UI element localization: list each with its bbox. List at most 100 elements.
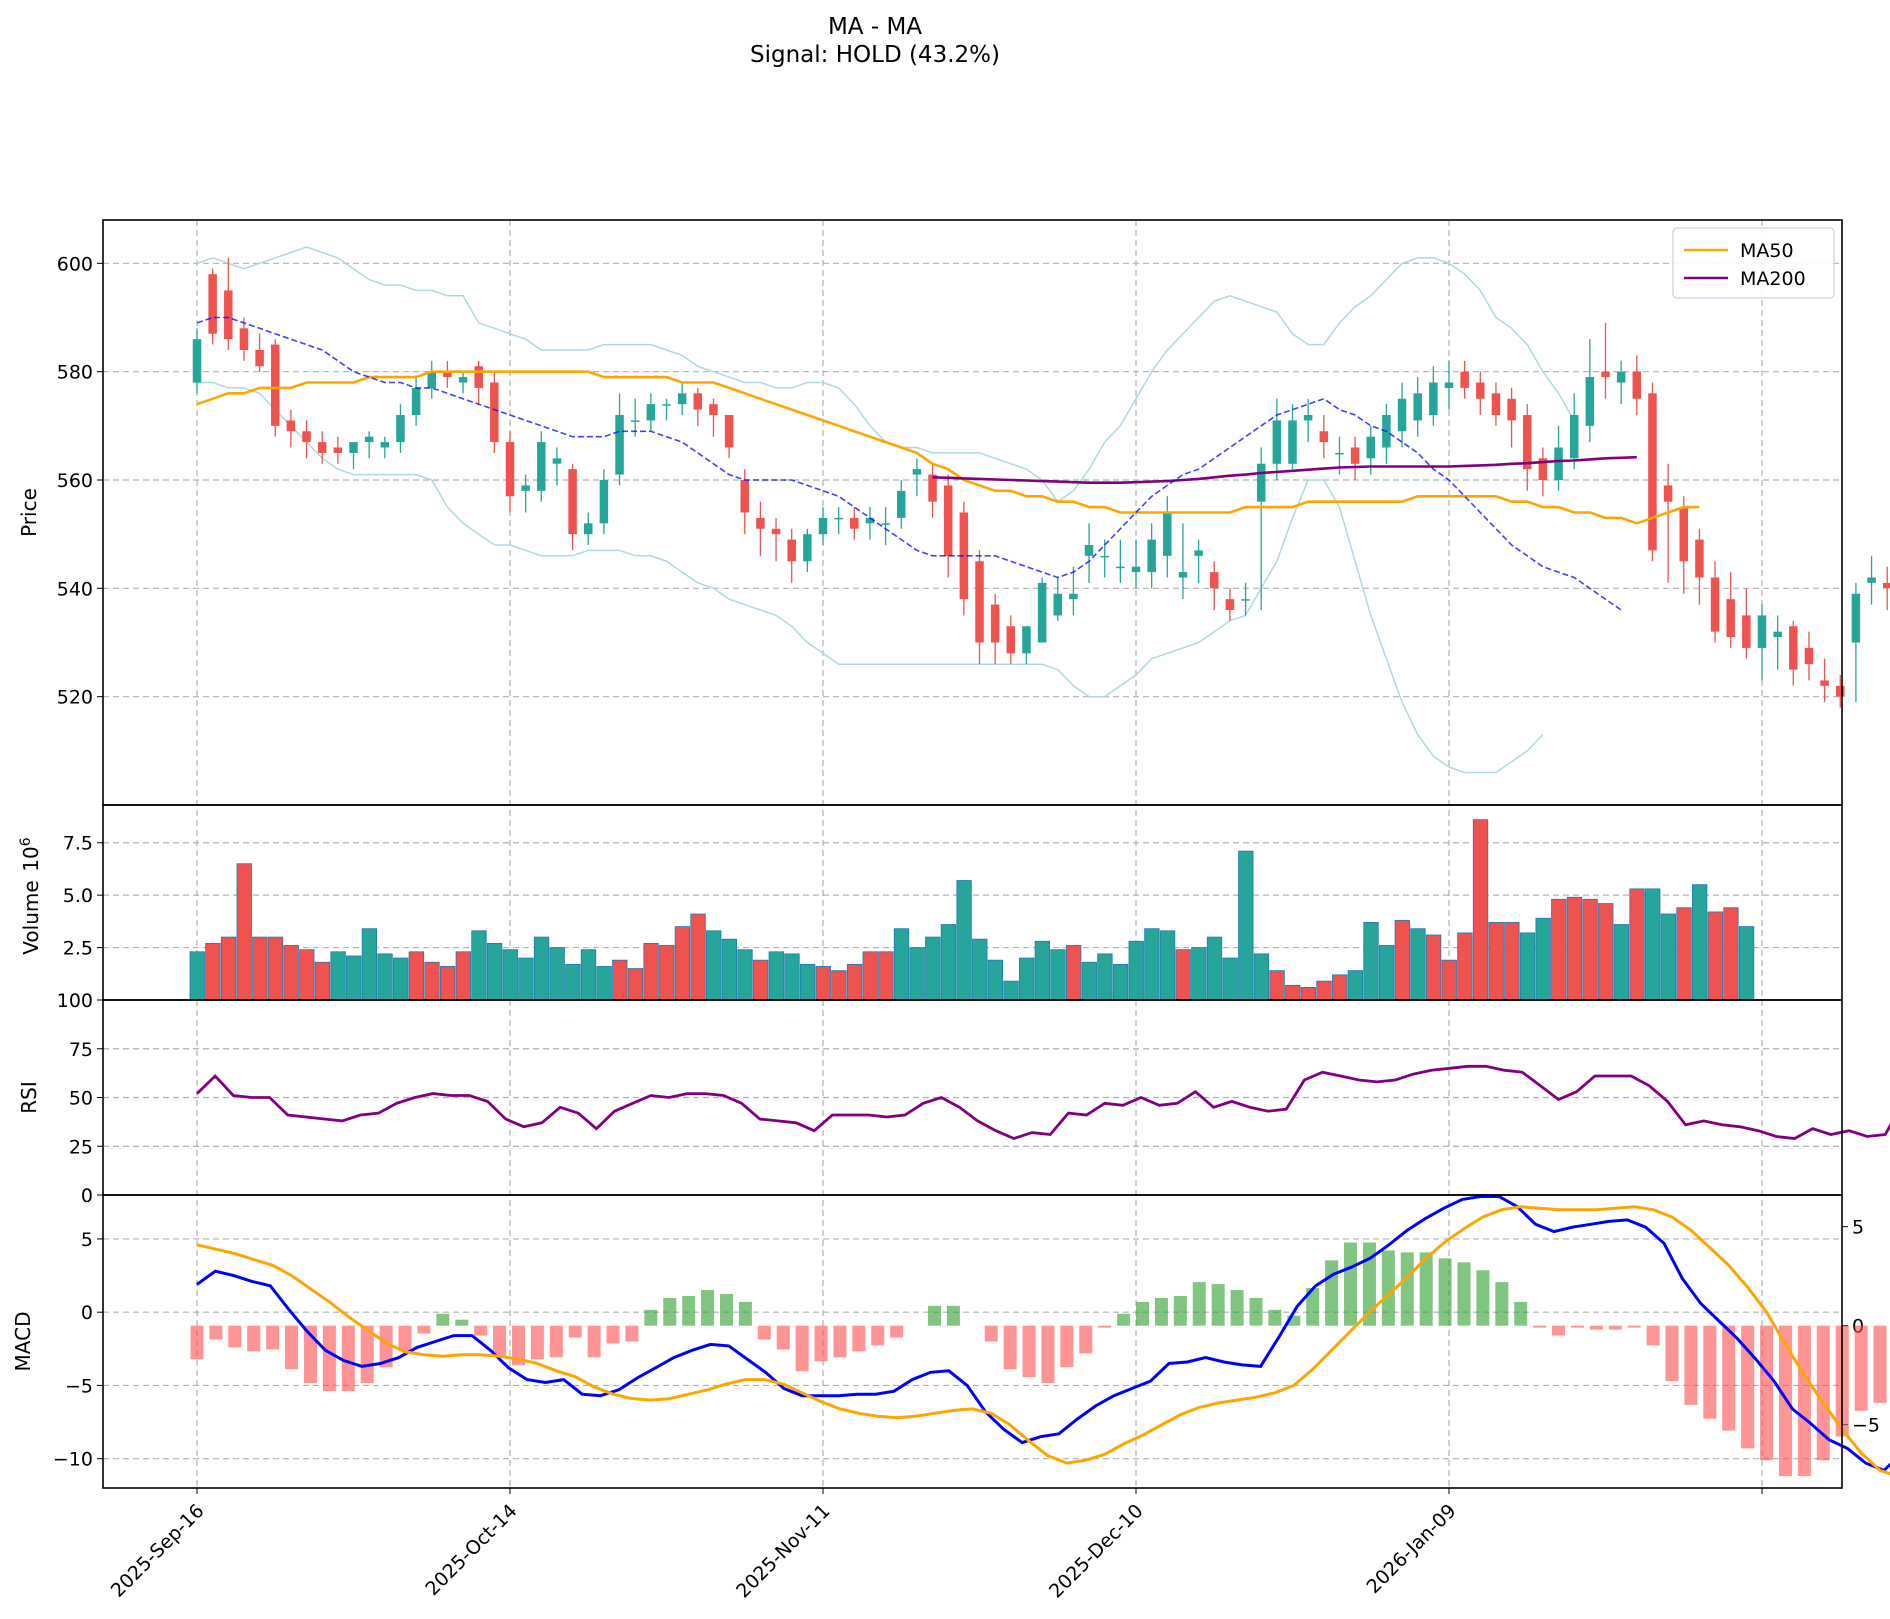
candle (850, 507, 859, 540)
volume-bar (1504, 922, 1520, 1001)
candle-body (1288, 420, 1297, 464)
candle (1757, 604, 1767, 681)
candle (959, 501, 969, 616)
volume-bar (1535, 917, 1551, 1001)
candle (1444, 360, 1454, 410)
volume-bar (189, 951, 205, 1001)
candle (1523, 404, 1532, 491)
macd-histogram-bar (1136, 1301, 1150, 1326)
candle (192, 328, 202, 394)
volume-bar (1598, 903, 1614, 1001)
candle-body (255, 350, 264, 367)
candle (1851, 582, 1861, 703)
candle-body (443, 371, 452, 378)
macd-histogram-bar (1079, 1325, 1093, 1354)
candle (928, 463, 937, 518)
candle-body (1319, 431, 1329, 443)
macd-histogram-bar (719, 1293, 733, 1326)
volume-bar (252, 936, 268, 1001)
candle-body (1444, 382, 1454, 388)
candle-body (990, 604, 1000, 643)
macd-histogram-bar (1608, 1325, 1622, 1330)
macd-histogram-bar (1268, 1309, 1282, 1326)
macd-histogram-bar (587, 1325, 601, 1358)
volume-bar (1645, 888, 1661, 1001)
volume-bar (799, 963, 816, 1001)
volume-bar (1347, 970, 1363, 1001)
candle (1194, 539, 1203, 583)
candle-body (615, 415, 624, 475)
macd-histogram-bar (493, 1325, 507, 1356)
volume-bar (393, 957, 409, 1001)
candle (427, 360, 436, 399)
bollinger-middle-line (196, 316, 1622, 611)
candle-body (1757, 615, 1767, 648)
macd-histogram-bar (1098, 1325, 1112, 1328)
macd-histogram-bar (833, 1325, 847, 1358)
candle (1726, 572, 1735, 648)
candle-body (865, 517, 875, 524)
candle-body (521, 485, 530, 491)
candle (834, 507, 843, 535)
candle (490, 371, 499, 453)
rsi-line (196, 1064, 1890, 1140)
volume-bar (220, 936, 237, 1001)
macd-ytick-label: −10 (53, 1449, 93, 1471)
candle-body (1084, 545, 1094, 556)
candle-body (1836, 685, 1845, 697)
macd-histogram-bar (568, 1325, 582, 1338)
macd-histogram-bar (1173, 1295, 1187, 1326)
candle-body (1726, 599, 1735, 638)
candle-body (959, 512, 969, 600)
volume-bar (784, 953, 800, 1001)
volume-bar (706, 930, 722, 1001)
candle-body (1773, 631, 1782, 638)
macd-histogram-bar (1457, 1262, 1471, 1326)
macd-histogram-bar (549, 1325, 563, 1358)
candle-body (1303, 415, 1313, 421)
macd-histogram-bar (1797, 1325, 1811, 1477)
candle (208, 268, 217, 345)
volume-bar (565, 963, 581, 1001)
candle-body (834, 517, 843, 520)
candle (865, 507, 875, 540)
candle (1476, 371, 1485, 415)
candle-body (224, 290, 233, 340)
candle (771, 517, 781, 562)
volume-bar (987, 959, 1004, 1001)
candle-body (1006, 626, 1016, 654)
volume-bar (768, 951, 784, 1001)
volume-bar (1034, 940, 1050, 1001)
candle (521, 474, 530, 513)
candle (881, 507, 890, 545)
candle-body (490, 382, 499, 443)
candle (317, 431, 327, 464)
volume-bar (753, 959, 769, 1001)
macd-histogram-bar (1684, 1325, 1698, 1405)
macd-histogram-bar (871, 1325, 885, 1346)
volume-ytick-label: 7.5 (63, 833, 93, 855)
macd-histogram-bar (247, 1325, 261, 1352)
volume-bar (502, 949, 518, 1001)
candle-body (537, 442, 546, 491)
volume-bar (940, 924, 957, 1001)
volume-bar (1410, 928, 1426, 1001)
candle (411, 377, 421, 426)
candle-body (1789, 626, 1798, 670)
macd-histogram-bar (1306, 1288, 1320, 1326)
candle-body (286, 420, 296, 432)
candle (349, 442, 358, 470)
macd-histogram-bar (1665, 1325, 1679, 1382)
macd-histogram-bar (852, 1325, 866, 1352)
candle (584, 512, 593, 545)
candle (1742, 588, 1751, 659)
volume-bar (1613, 924, 1630, 1001)
volume-bar (1629, 888, 1645, 1001)
candle (1319, 415, 1329, 459)
candle (599, 469, 609, 535)
candle-body (271, 344, 280, 426)
candle-body (1491, 393, 1501, 415)
candle-body (1569, 415, 1579, 459)
candle (1491, 382, 1501, 426)
macd-histogram-bar (417, 1325, 431, 1334)
